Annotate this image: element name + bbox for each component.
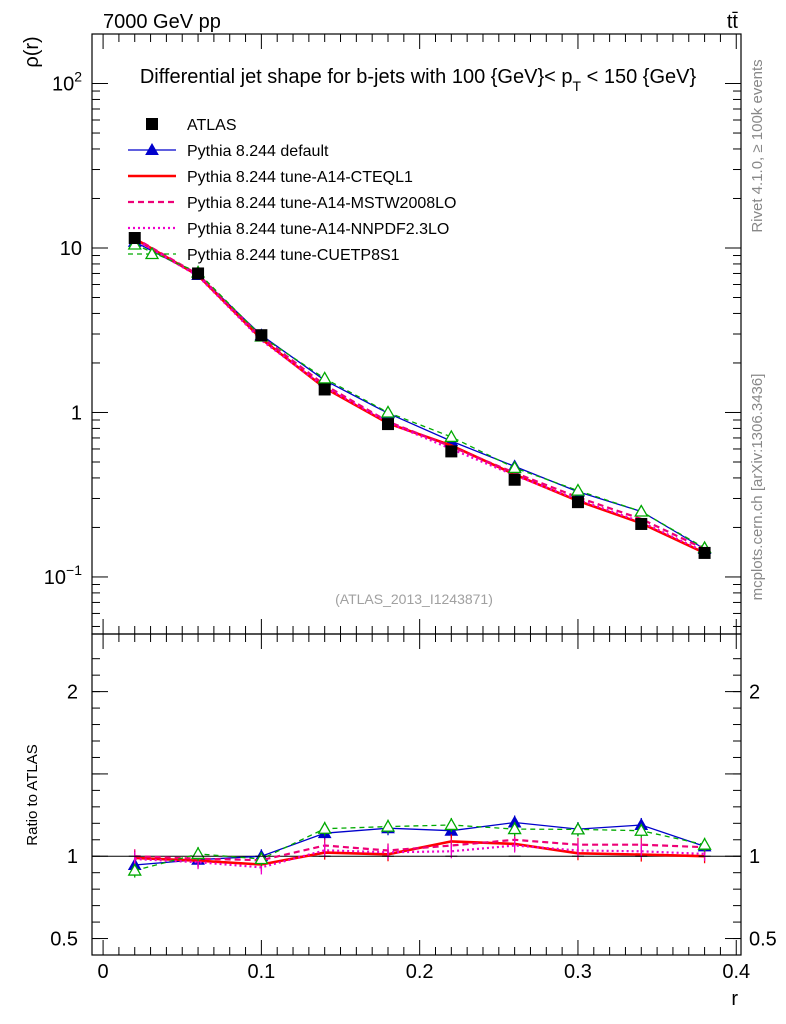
rivet-version-label: Rivet 4.1.0, ≥ 100k events xyxy=(749,59,766,232)
y-tick-label: 10−1 xyxy=(44,562,82,589)
atlas-data-point xyxy=(571,496,584,509)
series-line-default xyxy=(134,241,705,550)
process-label: tt̄ xyxy=(727,11,739,33)
series-point-cuetp8s1 xyxy=(634,504,649,517)
ratio-tick-label-right: 2 xyxy=(749,682,760,704)
atlas-data-point xyxy=(635,517,648,530)
ratio-tick-label-left: 0.5 xyxy=(50,929,78,951)
x-tick-label: 0.1 xyxy=(247,961,275,983)
atlas-data-point xyxy=(698,546,711,559)
legend-marker-atlas xyxy=(146,118,158,130)
atlas-data-point xyxy=(508,473,521,486)
ratio-line-nnpdf xyxy=(134,844,705,869)
ratio-frame-border xyxy=(91,633,742,956)
series-point-cuetp8s1 xyxy=(570,483,586,496)
atlas-data-point xyxy=(318,383,331,396)
ratio-point-cuetp8s1 xyxy=(444,817,459,831)
analysis-watermark: (ATLAS_2013_I1243871) xyxy=(335,591,493,607)
energy-label: 7000 GeV pp xyxy=(103,11,221,33)
ratio-tick-label-right: 0.5 xyxy=(749,929,777,951)
ratio-tick-label-left: 1 xyxy=(67,846,78,868)
atlas-data-point xyxy=(445,445,458,458)
legend-label-cteql1: Pythia 8.244 tune-A14-CTEQL1 xyxy=(187,169,413,186)
y-axis-label: ρ(r) xyxy=(21,36,43,67)
ratio-axis-label: Ratio to ATLAS xyxy=(24,744,41,845)
ratio-point-cuetp8s1 xyxy=(570,822,586,835)
atlas-data-point xyxy=(128,232,141,245)
series-point-cuetp8s1 xyxy=(444,429,459,443)
x-axis-label: r xyxy=(731,988,738,1010)
legend-label-nnpdf: Pythia 8.244 tune-A14-NNPDF2.3LO xyxy=(187,221,449,238)
ratio-point-cuetp8s1 xyxy=(697,837,712,850)
ratio-point-cuetp8s1 xyxy=(190,846,206,860)
x-tick-label: 0.2 xyxy=(406,961,434,983)
ratio-point-cuetp8s1 xyxy=(634,823,649,836)
mcplots-label: mcplots.cern.ch [arXiv:1306.3436] xyxy=(749,374,766,601)
series-line-cuetp8s1 xyxy=(134,243,705,549)
main-panel xyxy=(91,33,742,635)
series-line-cteql1 xyxy=(134,237,706,555)
legend: ATLAS Pythia 8.244 default Pythia 8.244 tu… xyxy=(128,117,456,264)
series-point-cuetp8s1 xyxy=(380,405,396,418)
x-tick-label: 0.4 xyxy=(722,961,750,983)
atlas-data-point xyxy=(255,329,268,342)
atlas-data-point xyxy=(382,418,395,431)
ratio-point-cuetp8s1 xyxy=(127,863,142,876)
ratio-tick-label-right: 1 xyxy=(749,846,760,868)
y-tick-label: 102 xyxy=(52,69,82,96)
x-tick-label: 0 xyxy=(98,961,109,983)
ratio-point-cuetp8s1 xyxy=(254,851,269,865)
series-line-mstw xyxy=(134,237,706,550)
legend-label-cuetp8s1: Pythia 8.244 tune-CUETP8S1 xyxy=(187,247,400,264)
legend-marker-cuetp8s1 xyxy=(144,246,160,260)
chart-title: Differential jet shape for b-jets with 1… xyxy=(140,66,697,94)
ratio-point-cuetp8s1 xyxy=(380,819,396,832)
y-tick-label: 10 xyxy=(60,238,82,260)
y-tick-label: 1 xyxy=(71,402,82,424)
atlas-data-point xyxy=(192,267,205,280)
series-point-cuetp8s1 xyxy=(507,460,522,474)
ratio-line-cteql1 xyxy=(134,840,705,866)
legend-label-atlas: ATLAS xyxy=(187,117,237,134)
legend-marker-default xyxy=(145,142,159,155)
series-point-cuetp8s1 xyxy=(317,371,332,384)
ratio-line-mstw xyxy=(134,838,705,862)
ratio-line-default xyxy=(134,821,705,866)
ratio-tick-label-left: 2 xyxy=(67,682,78,704)
ratio-point-cuetp8s1 xyxy=(507,821,522,835)
legend-label-default: Pythia 8.244 default xyxy=(187,143,329,160)
ratio-point-cuetp8s1 xyxy=(317,821,332,834)
ratio-panel xyxy=(91,633,742,956)
legend-label-mstw: Pythia 8.244 tune-A14-MSTW2008LO xyxy=(187,195,456,212)
x-tick-label: 0.3 xyxy=(564,961,592,983)
